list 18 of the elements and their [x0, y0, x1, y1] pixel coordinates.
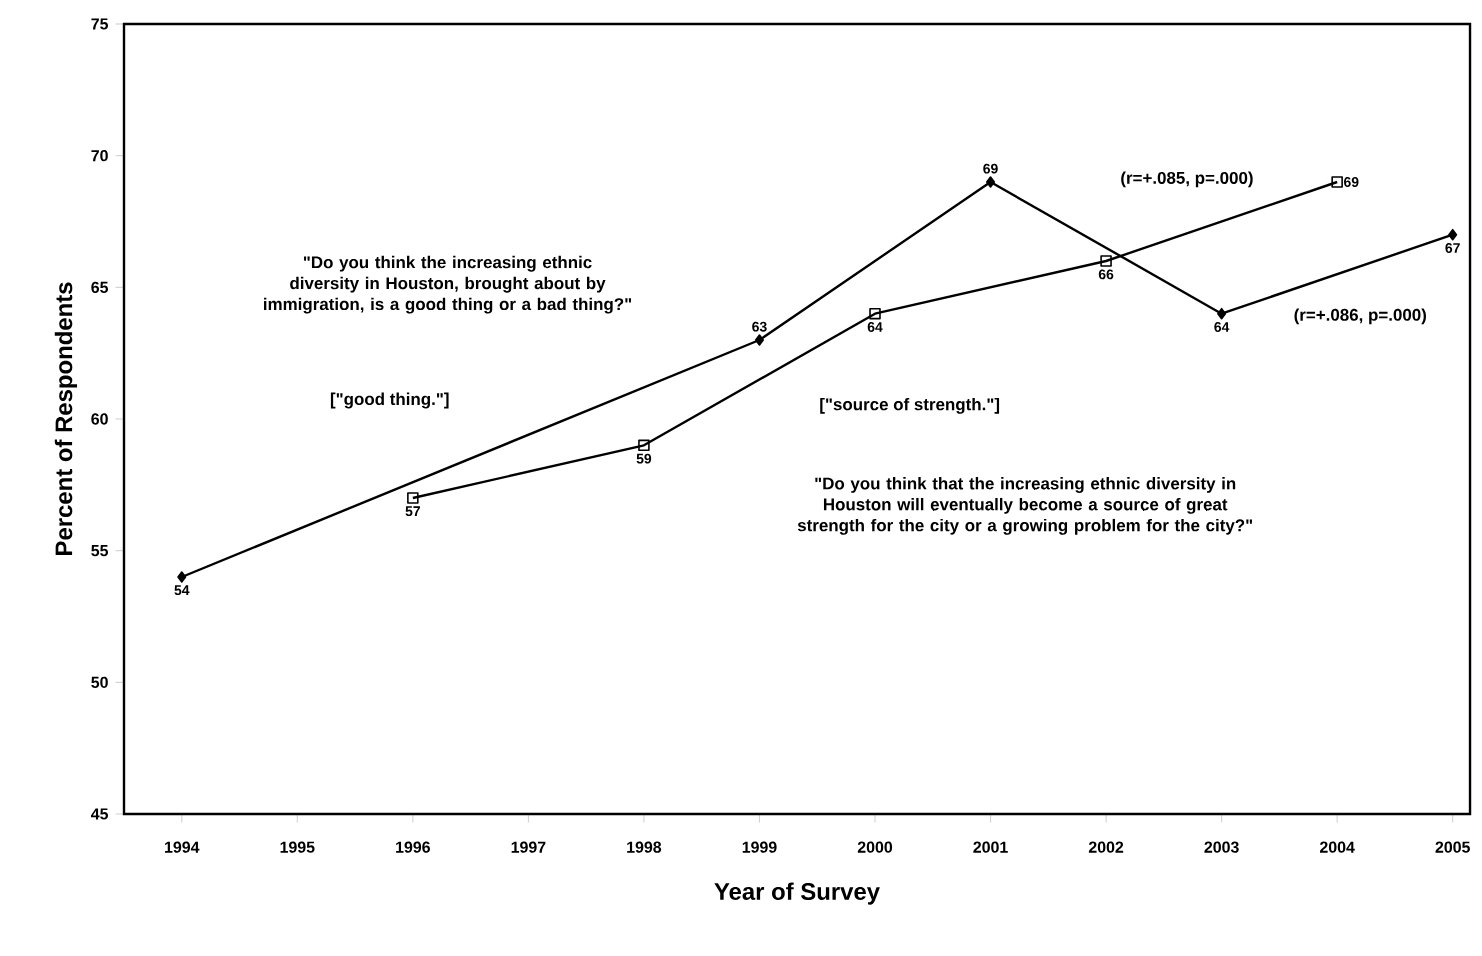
annotation: ["good thing."]	[330, 392, 449, 409]
point	[986, 176, 996, 188]
x-axis-title: Year of Survey	[714, 882, 880, 905]
point	[1331, 176, 1343, 188]
point	[1100, 255, 1112, 267]
annotation: "Do you think the increasing ethnic diversity in Houston, brought about by immigration, is a good thing or a bad thing?"	[264, 255, 632, 314]
point	[177, 571, 187, 583]
annotation: "Do you think that the increasing ethnic diversity in Houston will eventually become a source of great strength for the city or a growing problem for the city?"	[797, 477, 1253, 535]
point	[1448, 228, 1458, 241]
y-axis-title: Percent of Respondents	[54, 282, 78, 555]
annotation: (r=+.086, p=.000)	[1294, 308, 1426, 325]
point	[754, 334, 764, 346]
point	[638, 439, 650, 452]
point	[869, 307, 881, 320]
annotation: ["source of strength."]	[820, 397, 1000, 414]
annotation: (r=+.085, p=.000)	[1121, 171, 1253, 188]
point	[1217, 307, 1227, 320]
point	[407, 492, 419, 504]
